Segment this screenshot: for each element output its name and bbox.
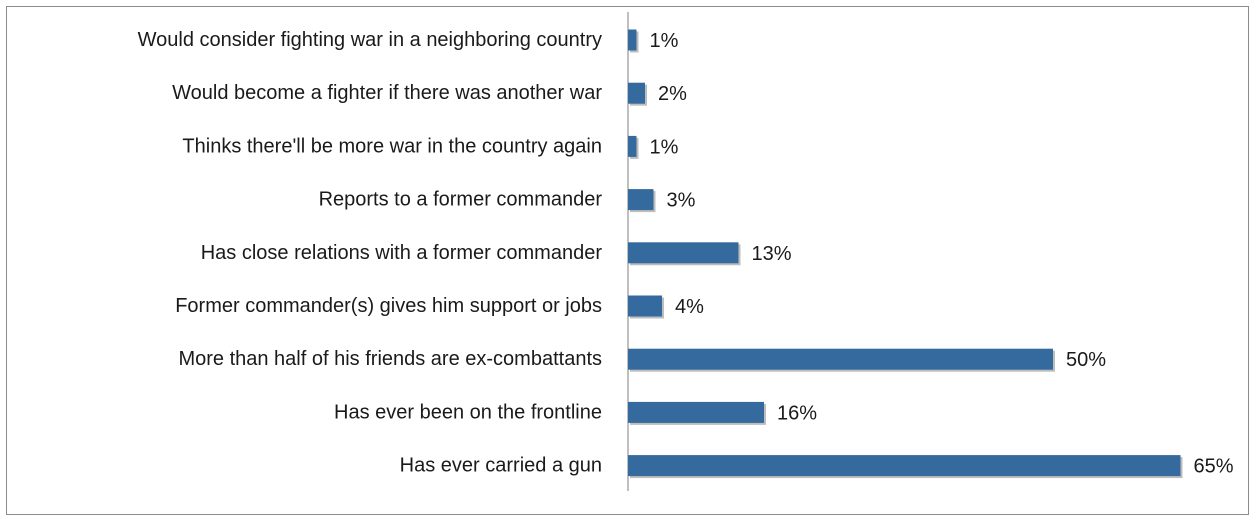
category-label: Would become a fighter if there was anot… xyxy=(172,82,602,104)
bar xyxy=(628,242,739,264)
category-label: Has close relations with a former comman… xyxy=(201,242,603,264)
bar xyxy=(628,401,764,423)
bar xyxy=(628,29,637,51)
category-label: Has ever been on the frontline xyxy=(334,401,602,423)
value-label: 1% xyxy=(650,30,679,52)
value-label: 4% xyxy=(675,296,704,318)
value-label: 16% xyxy=(777,402,817,424)
bar xyxy=(628,455,1181,477)
category-label: Has ever carried a gun xyxy=(400,455,602,477)
category-label: Former commander(s) gives him support or… xyxy=(175,295,602,317)
value-label: 1% xyxy=(650,136,679,158)
value-label: 65% xyxy=(1194,456,1234,478)
bar xyxy=(628,189,654,211)
value-label: 2% xyxy=(658,83,687,105)
category-label: More than half of his friends are ex-com… xyxy=(178,348,602,370)
category-label: Thinks there'll be more war in the count… xyxy=(182,135,602,157)
bar xyxy=(628,348,1053,370)
value-label: 13% xyxy=(752,243,792,265)
value-label: 50% xyxy=(1066,349,1106,371)
category-label: Would consider fighting war in a neighbo… xyxy=(138,29,602,51)
category-label: Reports to a former commander xyxy=(319,189,603,211)
value-label: 3% xyxy=(667,190,696,212)
bar xyxy=(628,135,637,157)
bar xyxy=(628,295,662,317)
bar xyxy=(628,82,645,104)
